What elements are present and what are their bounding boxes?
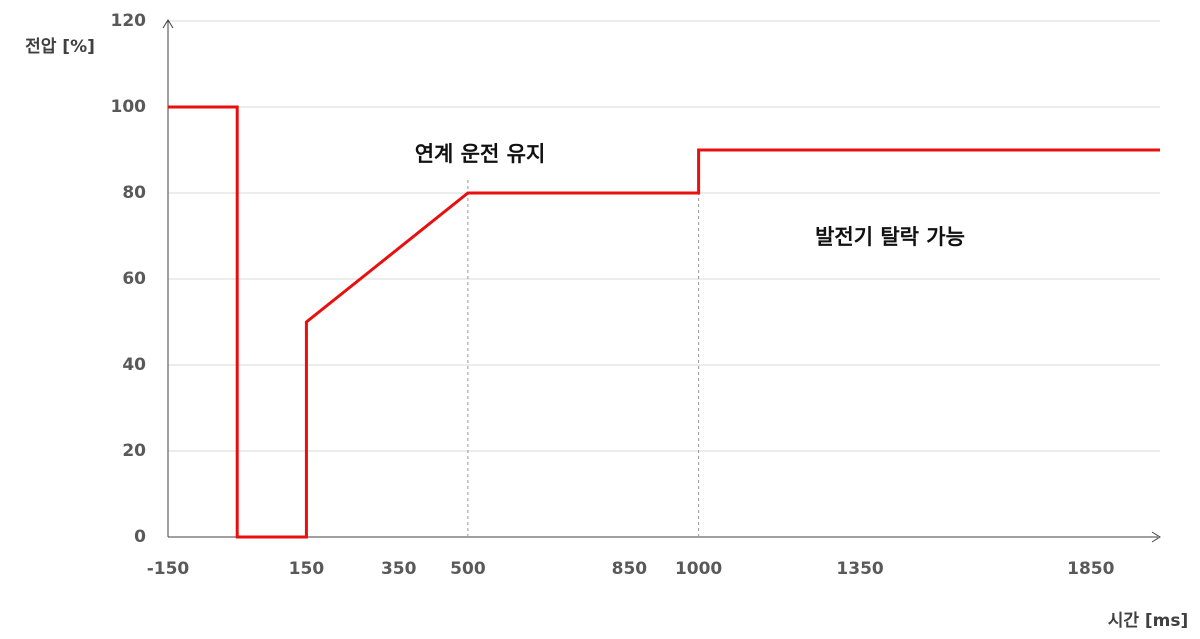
y-tick-label: 20 — [122, 441, 146, 461]
y-tick-label: 40 — [122, 355, 146, 375]
x-tick-label: 1000 — [675, 559, 722, 579]
x-tick-label: 1350 — [836, 559, 883, 579]
y-tick-label: 100 — [111, 97, 147, 117]
x-tick-label: 350 — [381, 559, 417, 579]
y-tick-label: 80 — [122, 183, 146, 203]
x-tick-label: -150 — [147, 559, 190, 579]
y-tick-label: 0 — [134, 527, 146, 547]
y-axis-arrow — [162, 19, 174, 29]
x-tick-label: 850 — [612, 559, 648, 579]
y-tick-label: 60 — [122, 269, 146, 289]
x-axis-label: 시간 [ms] — [1108, 611, 1189, 631]
annotation: 발전기 탈락 가능 — [815, 225, 965, 249]
x-tick-label: 1850 — [1067, 559, 1114, 579]
y-axis-label: 전압 [%] — [25, 36, 95, 57]
x-tick-label: 150 — [289, 559, 325, 579]
data-line — [168, 105, 1160, 539]
x-axis-arrow — [1151, 531, 1161, 543]
y-tick-label: 120 — [111, 11, 147, 31]
x-tick-label: 500 — [450, 559, 486, 579]
annotation: 연계 운전 유지 — [415, 142, 546, 166]
